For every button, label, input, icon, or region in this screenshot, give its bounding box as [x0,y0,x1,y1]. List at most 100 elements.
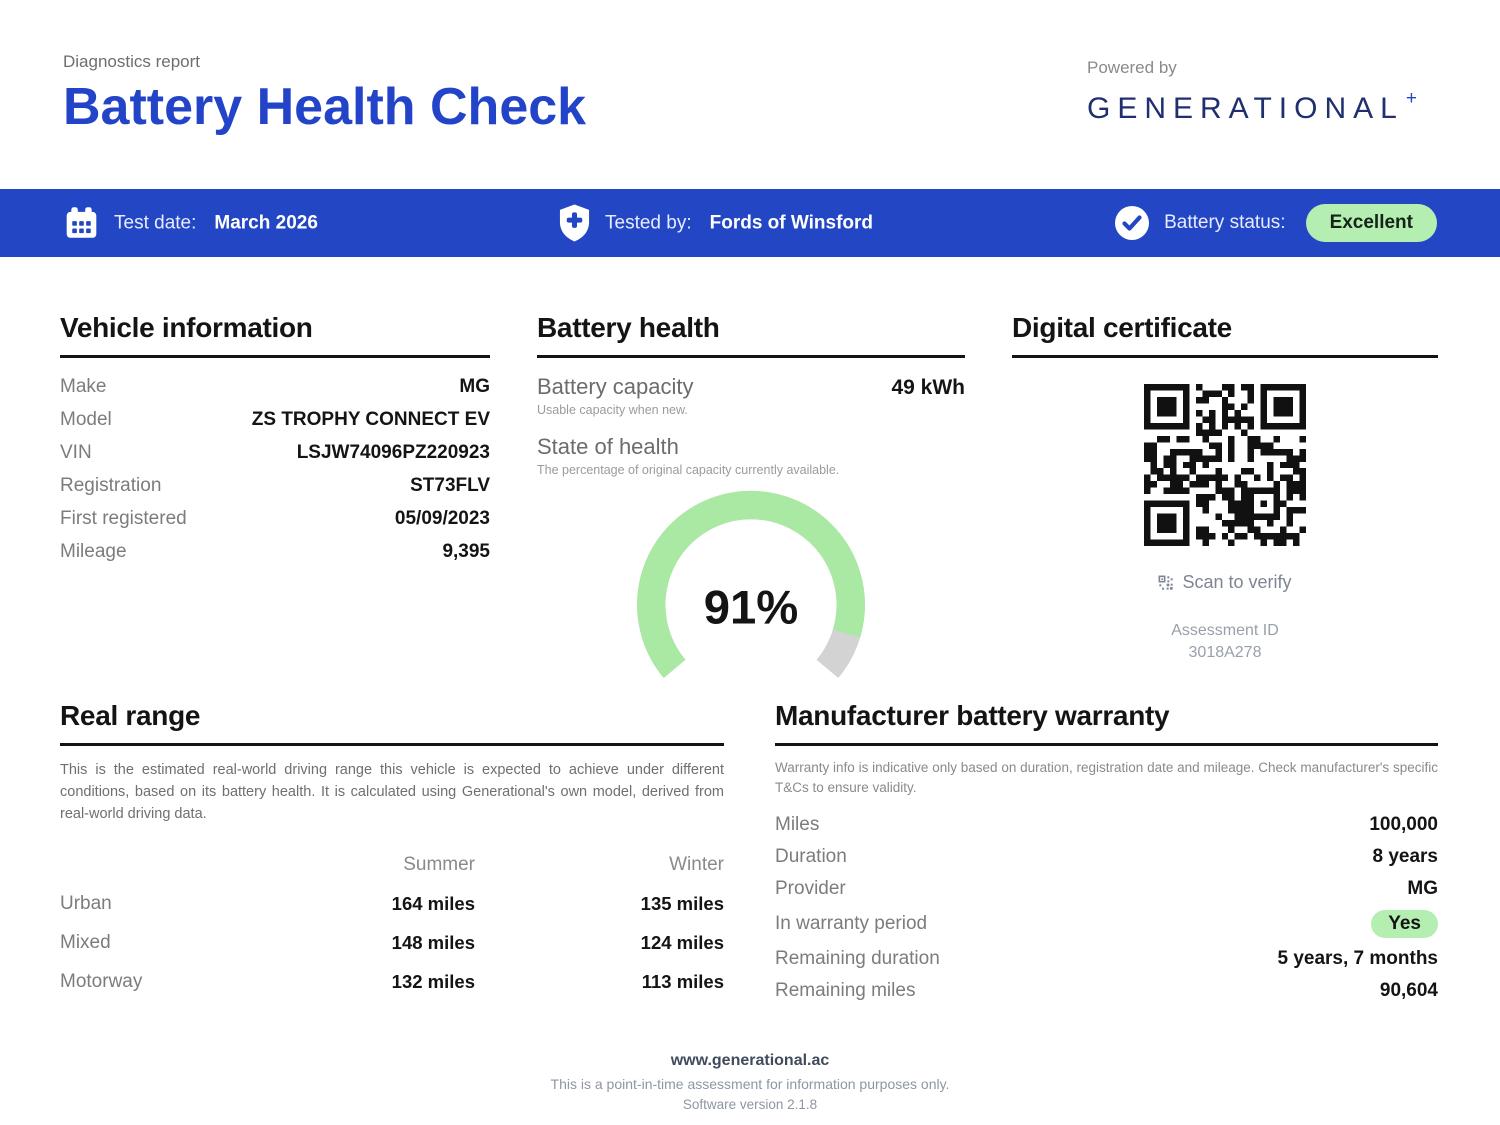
row-label: Duration [775,845,847,867]
row-label: Mileage [60,540,127,562]
brand-plus-icon: + [1405,88,1417,109]
row-label: VIN [60,441,92,463]
gauge-svg: 91% [637,490,865,678]
row-value: MG [459,375,490,397]
table-row: Make MG [60,370,490,403]
range-value: 135 miles [640,892,724,914]
qr-scan-icon [1159,575,1174,590]
range-value: 113 miles [641,970,724,992]
brand-logo: GENERATIONAL + [1087,88,1437,126]
table-row: In warranty period Yes [775,905,1438,943]
row-value: ST73FLV [410,474,490,496]
row-value: 8 years [1372,845,1438,867]
real-range-section: Real range This is the estimated real-wo… [60,700,724,1001]
range-value: 164 miles [391,892,475,914]
qr-code-svg [1144,384,1306,546]
battery-capacity-note: Usable capacity when new. [537,403,688,417]
table-row: Provider MG [775,873,1438,905]
tested-by-group: Tested by: Fords of Winsford [558,204,873,243]
battery-status-badge: Excellent [1305,204,1437,242]
assessment-id-value: 3018A278 [1188,644,1262,662]
digital-certificate-heading: Digital certificate [1012,312,1438,358]
battery-health-section: Battery health Battery capacity 49 kWh U… [537,312,965,696]
range-corner-cell [60,845,235,884]
test-date-value: March 2026 [214,212,318,233]
footer: www.generational.ac This is a point-in-t… [0,1052,1500,1112]
page-title: Battery Health Check [63,78,587,136]
gauge-value-text: 91% [704,582,799,635]
soh-gauge: 91% [625,489,877,696]
row-label: Miles [775,813,820,835]
state-of-health-label: State of health [537,434,679,459]
scan-to-verify-label: Scan to verify [1182,572,1292,592]
table-row: Model ZS TROPHY CONNECT EV [60,403,490,436]
real-range-table: Summer Winter Urban 164 miles 135 miles … [60,845,724,1001]
range-col-winter: Winter [669,853,724,875]
brand-wordmark: GENERATIONAL [1087,92,1404,125]
calendar-icon [66,207,97,238]
vehicle-information-section: Vehicle information Make MG Model ZS TROPH… [60,312,490,568]
row-label: Provider [775,877,846,899]
test-date-label: Test date: [114,212,197,233]
real-range-heading: Real range [60,700,724,746]
table-row: VIN LSJW74096PZ220923 [60,436,490,469]
table-row: Duration 8 years [775,841,1438,873]
real-range-description: This is the estimated real-world driving… [60,762,724,822]
row-label: First registered [60,507,187,529]
header-left: Diagnostics report Battery Health Check [63,52,586,135]
check-circle-icon [1115,206,1150,240]
table-row: Miles 100,000 [775,809,1438,841]
warranty-description: Warranty info is indicative only based o… [775,760,1438,796]
row-value: ZS TROPHY CONNECT EV [251,408,490,430]
table-row: Mileage 9,395 [60,535,490,568]
range-value: 124 miles [640,931,724,953]
tested-by-label: Tested by: [605,212,692,233]
battery-health-heading: Battery health [537,312,965,358]
qr-code [1144,384,1306,546]
scan-to-verify-row: Scan to verify [1012,572,1438,593]
test-date-group: Test date: March 2026 [63,205,318,242]
row-label: In warranty period [775,912,928,934]
row-value: 9,395 [442,540,490,562]
row-label: Registration [60,474,162,496]
table-row: Remaining duration 5 years, 7 months [775,943,1438,975]
battery-capacity-row: Battery capacity 49 kWh [537,374,965,400]
battery-status-group: Battery status: Excellent [1114,204,1437,242]
range-value: 148 miles [391,931,475,953]
in-warranty-badge: Yes [1371,909,1438,938]
vehicle-information-rows: Make MG Model ZS TROPHY CONNECT EV VIN LSJW… [60,370,490,568]
gauge-arc-value [637,490,865,678]
row-value: 90,604 [1379,979,1438,1001]
tested-by-value: Fords of Winsford [709,212,874,233]
table-row: First registered 05/09/2023 [60,502,490,535]
footer-website: www.generational.ac [670,1052,830,1069]
header: Diagnostics report Battery Health Check … [63,52,1437,135]
header-right: Powered by GENERATIONAL + [1087,52,1437,135]
range-row-label: Mixed [60,931,111,953]
warranty-heading: Manufacturer battery warranty [775,700,1438,746]
range-row-label: Motorway [60,970,143,992]
status-bar: Test date: March 2026 Tested by: Fords o… [0,189,1500,257]
range-row-label: Urban [60,892,112,914]
battery-capacity-label: Battery capacity [537,374,694,399]
row-value: 05/09/2023 [394,507,490,529]
range-value: 132 miles [391,970,475,992]
warranty-rows: Miles 100,000 Duration 8 years Provider MG … [775,809,1438,1007]
row-label: Model [60,408,112,430]
row-label: Remaining duration [775,947,940,969]
row-value: LSJW74096PZ220923 [296,441,490,463]
powered-by-label: Powered by [1087,58,1177,77]
table-row: Registration ST73FLV [60,469,490,502]
battery-status-label: Battery status: [1164,212,1286,233]
footer-disclaimer: This is a point-in-time assessment for i… [550,1076,950,1092]
range-col-summer: Summer [403,853,475,875]
digital-certificate-section: Digital certificate Scan to verify Asses… [1012,312,1438,665]
footer-version: Software version 2.1.8 [682,1097,818,1112]
row-value: 100,000 [1369,813,1438,835]
row-label: Remaining miles [775,979,916,1001]
row-value: 5 years, 7 months [1277,947,1438,969]
state-of-health-note: The percentage of original capacity curr… [537,463,840,477]
table-row: Remaining miles 90,604 [775,975,1438,1007]
shield-plus-icon [559,204,590,242]
